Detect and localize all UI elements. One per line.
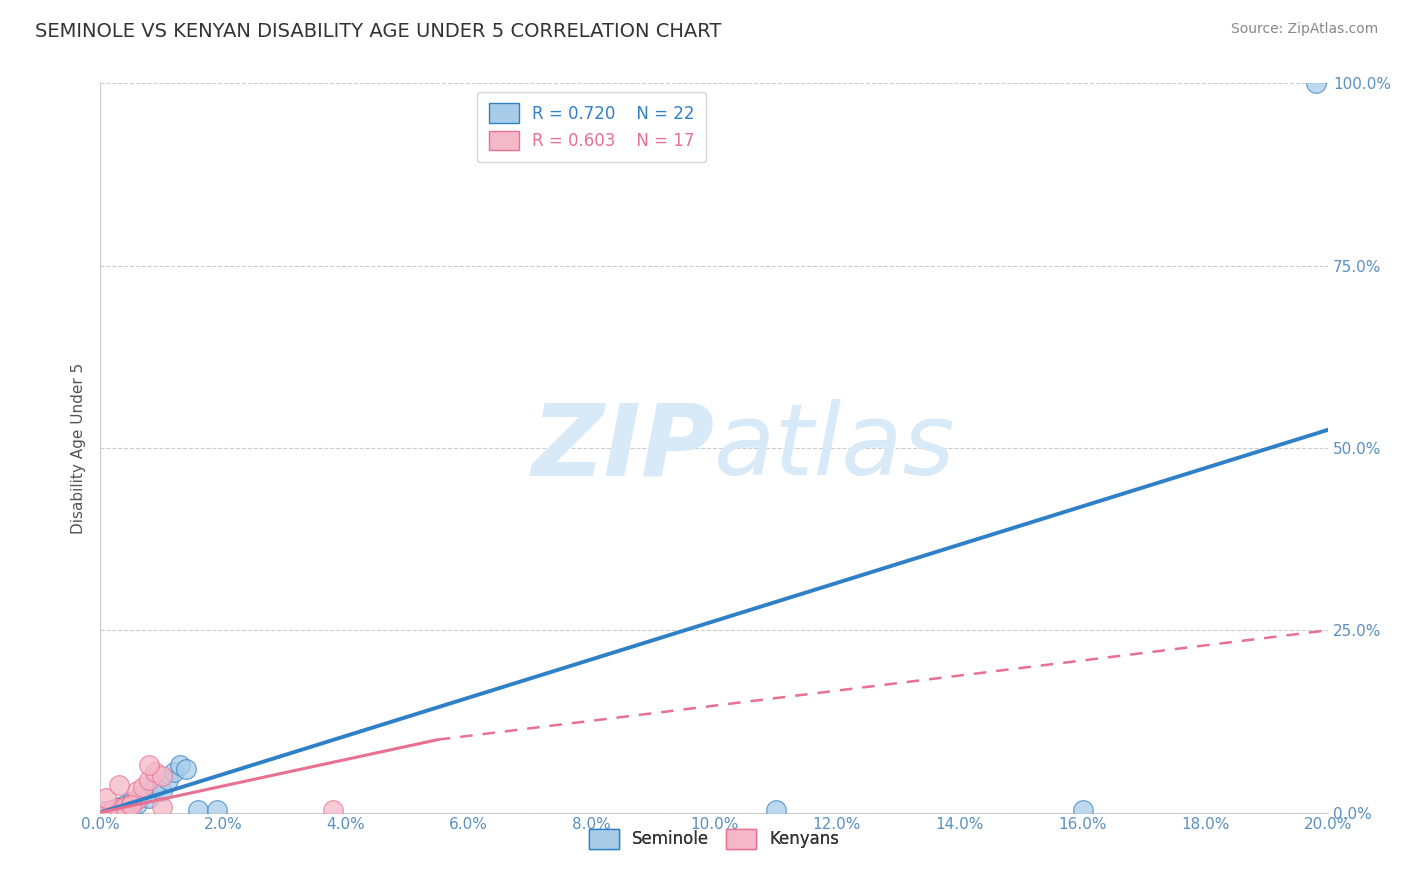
Point	[205, 803, 228, 817]
Point	[125, 783, 148, 797]
Text: ZIP: ZIP	[531, 400, 714, 497]
Point	[163, 765, 186, 780]
Point	[765, 803, 787, 817]
Legend: Seminole, Kenyans: Seminole, Kenyans	[582, 822, 846, 855]
Point	[125, 792, 148, 806]
Point	[96, 804, 118, 818]
Point	[107, 778, 129, 792]
Point	[138, 791, 160, 805]
Point	[145, 780, 167, 794]
Point	[169, 758, 191, 772]
Point	[145, 765, 167, 780]
Point	[120, 795, 142, 809]
Point	[107, 799, 129, 814]
Point	[120, 798, 142, 813]
Point	[174, 762, 197, 776]
Point	[187, 803, 209, 817]
Text: atlas: atlas	[714, 400, 956, 497]
Point	[132, 787, 155, 801]
Point	[107, 801, 129, 815]
Point	[101, 803, 124, 817]
Point	[138, 758, 160, 772]
Point	[120, 797, 142, 811]
Point	[150, 799, 173, 814]
Point	[101, 803, 124, 817]
Point	[156, 772, 179, 787]
Point	[125, 797, 148, 811]
Point	[1071, 803, 1094, 817]
Point	[322, 803, 344, 817]
Point	[114, 798, 136, 813]
Text: Source: ZipAtlas.com: Source: ZipAtlas.com	[1230, 22, 1378, 37]
Point	[107, 803, 129, 817]
Point	[114, 803, 136, 817]
Y-axis label: Disability Age Under 5: Disability Age Under 5	[72, 362, 86, 533]
Point	[114, 799, 136, 814]
Point	[132, 780, 155, 794]
Point	[1305, 77, 1327, 91]
Point	[96, 791, 118, 805]
Point	[150, 783, 173, 797]
Point	[120, 801, 142, 815]
Point	[96, 804, 118, 818]
Point	[150, 769, 173, 783]
Text: SEMINOLE VS KENYAN DISABILITY AGE UNDER 5 CORRELATION CHART: SEMINOLE VS KENYAN DISABILITY AGE UNDER …	[35, 22, 721, 41]
Point	[138, 772, 160, 787]
